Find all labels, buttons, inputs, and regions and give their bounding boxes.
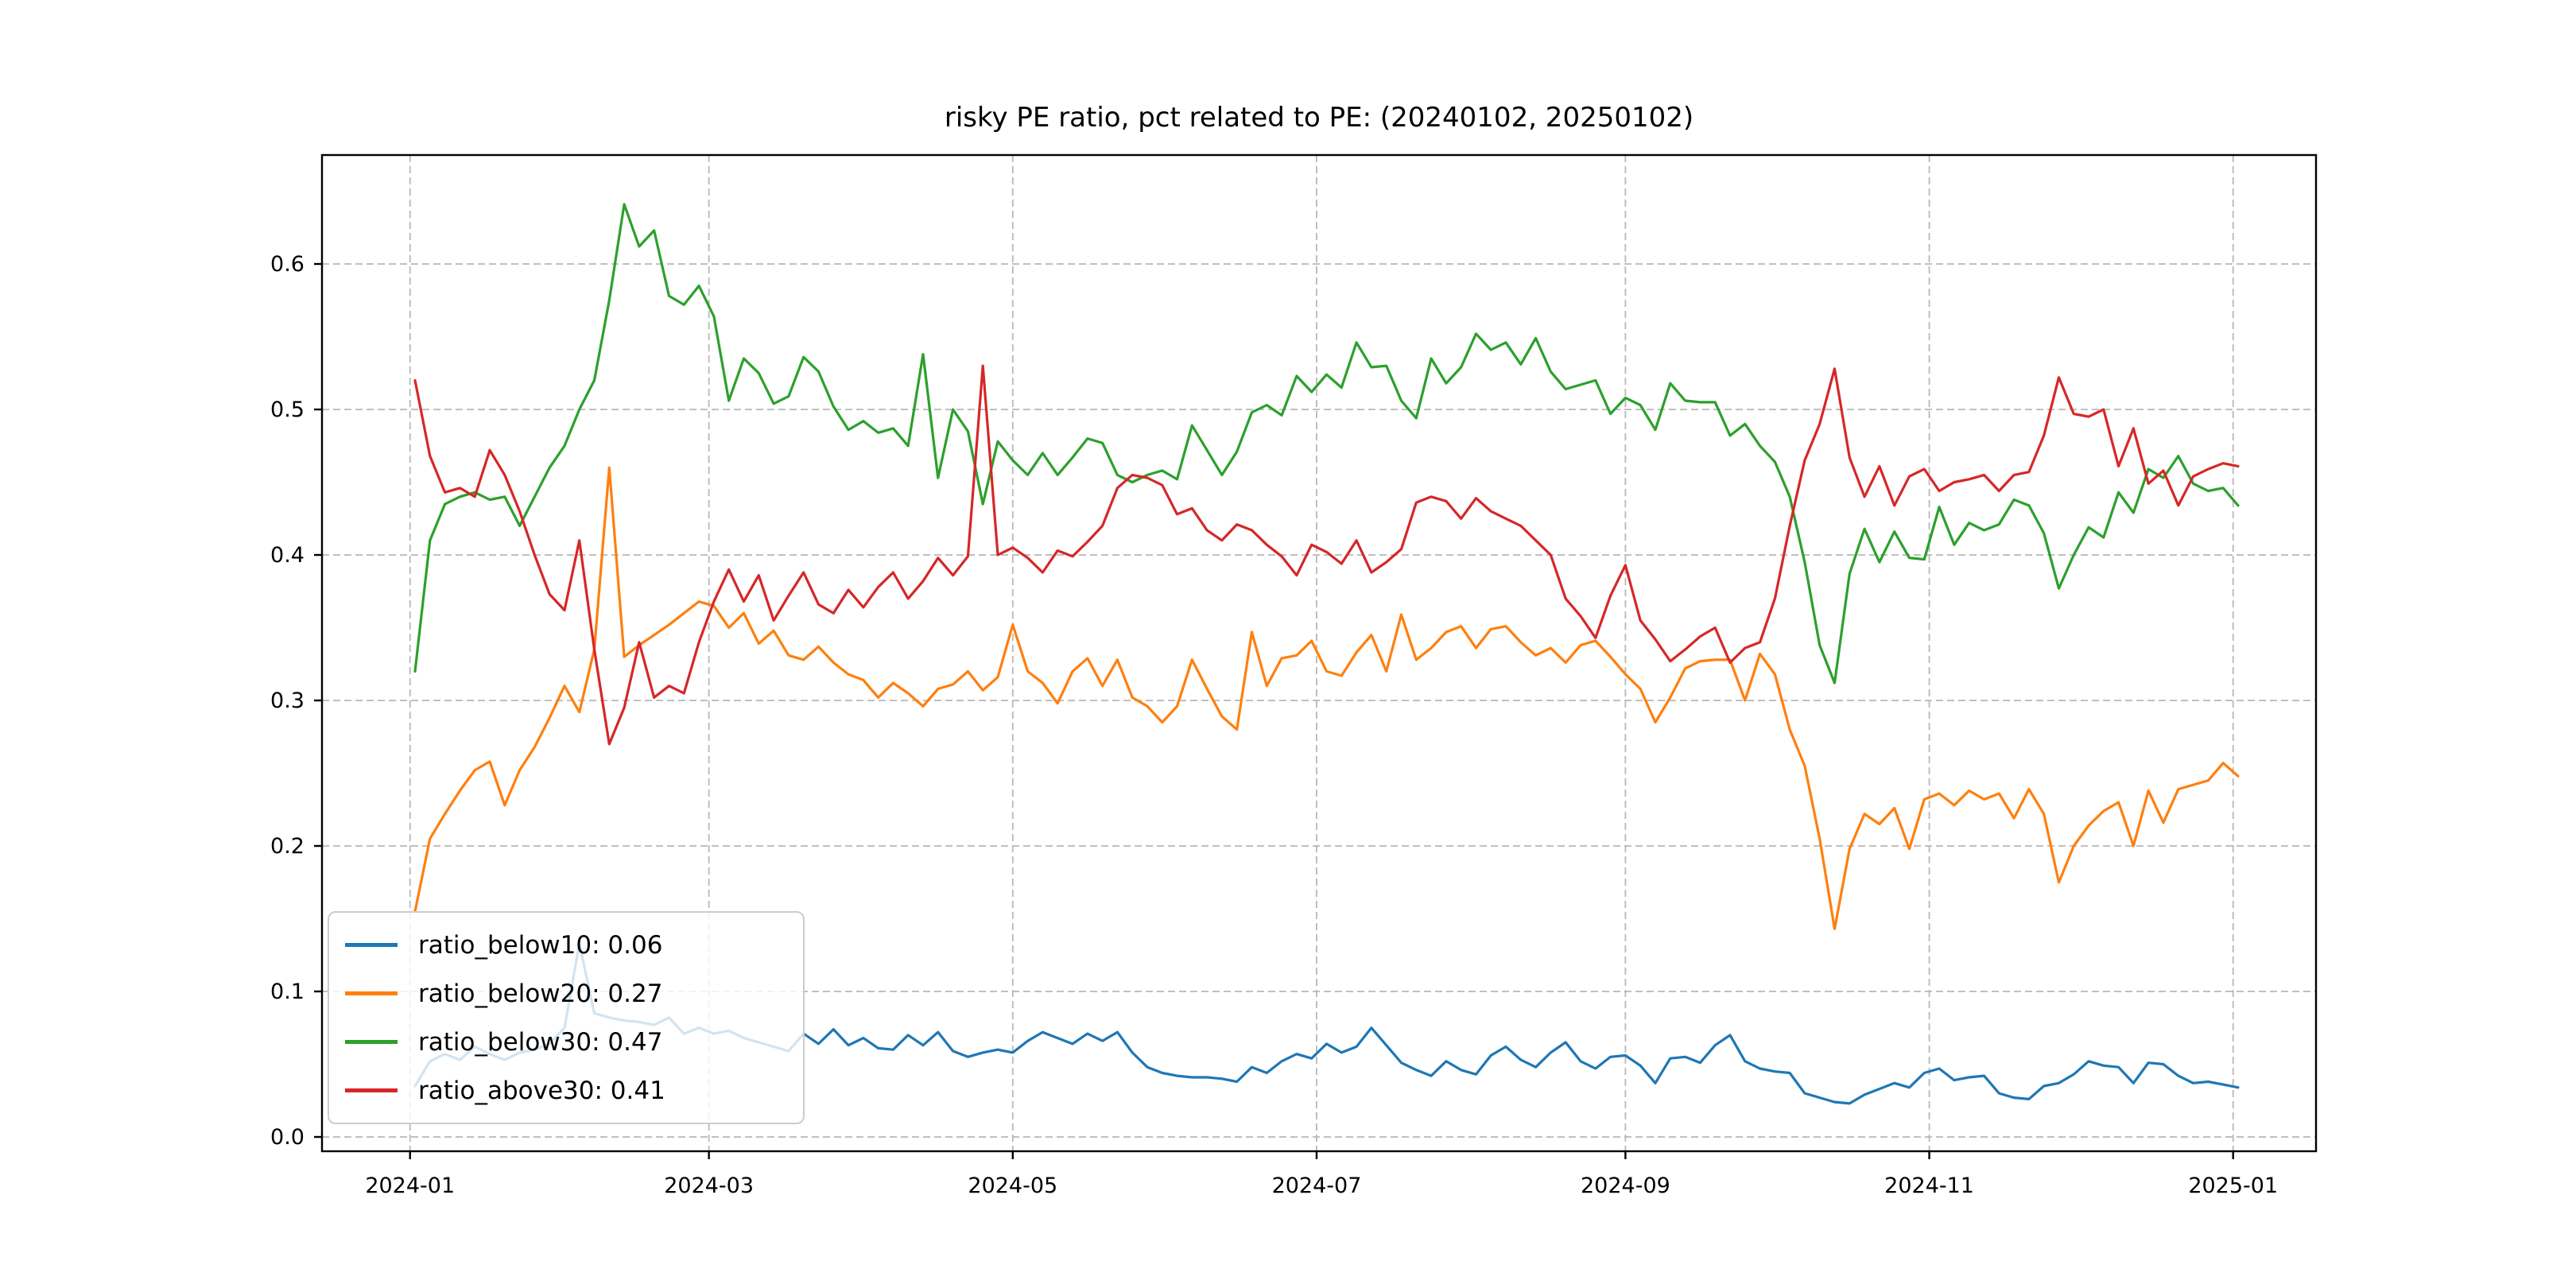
- legend-line-swatch: [345, 1088, 398, 1092]
- y-tick-label: 0.5: [270, 398, 305, 422]
- legend-item: ratio_below30: 0.47: [345, 1020, 787, 1065]
- series-line-ratio_below20: [413, 466, 2240, 930]
- y-tick-label: 0.4: [270, 543, 305, 568]
- legend-line-swatch: [345, 1040, 398, 1044]
- y-tick-label: 0.3: [270, 689, 305, 713]
- x-tick-label: 2024-03: [664, 1174, 754, 1198]
- legend-label: ratio_below20: 0.27: [418, 979, 663, 1008]
- legend-line-swatch: [345, 991, 398, 995]
- legend-label: ratio_above30: 0.41: [418, 1076, 665, 1105]
- legend-box: ratio_below10: 0.06 ratio_below20: 0.27 …: [328, 911, 805, 1124]
- legend-item: ratio_below20: 0.27: [345, 972, 787, 1016]
- y-tick-label: 0.6: [270, 252, 305, 277]
- legend-line-swatch: [345, 943, 398, 947]
- x-tick-label: 2024-01: [365, 1174, 455, 1198]
- x-tick-label: 2024-09: [1581, 1174, 1670, 1198]
- y-tick-label: 0.2: [270, 834, 305, 859]
- x-tick-label: 2025-01: [2188, 1174, 2278, 1198]
- chart-title: risky PE ratio, pct related to PE: (2024…: [944, 102, 1694, 134]
- series-line-ratio_above30: [413, 364, 2240, 746]
- legend-label: ratio_below30: 0.47: [418, 1027, 663, 1057]
- series-line-ratio_below30: [413, 203, 2240, 685]
- x-tick-label: 2024-11: [1884, 1174, 1974, 1198]
- x-tick-label: 2024-07: [1272, 1174, 1362, 1198]
- axes-spines: [320, 153, 2318, 1153]
- x-tick-label: 2024-05: [968, 1174, 1057, 1198]
- legend-item: ratio_above30: 0.41: [345, 1069, 787, 1113]
- y-tick-label: 0.0: [270, 1125, 305, 1150]
- legend-label: ratio_below10: 0.06: [418, 930, 663, 960]
- y-tick-label: 0.1: [270, 980, 305, 1004]
- legend-item: ratio_below10: 0.06: [345, 923, 787, 968]
